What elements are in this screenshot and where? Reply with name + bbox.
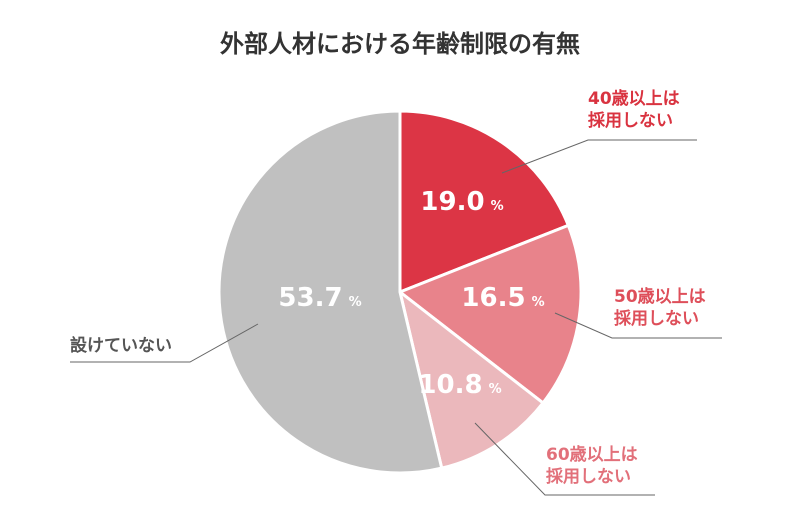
chart-title: 外部人材における年齢制限の有無 (220, 30, 580, 58)
slice-category-line: 採用しない (546, 466, 631, 487)
pie-slice (217, 109, 444, 475)
slice-value-label: 19.0% (420, 187, 503, 217)
slice-value-label: 10.8% (418, 370, 501, 400)
slice-category-line: 60歳以上は (546, 444, 638, 465)
slice-value: 16.5 (461, 283, 525, 313)
slice-value-label: 16.5% (461, 283, 544, 313)
slice-category-line: 採用しない (588, 110, 673, 131)
slice-value: 53.7 (278, 283, 342, 313)
leader-line (70, 323, 259, 363)
slice-category-label: 設けていない (70, 335, 172, 356)
pie-slice (398, 109, 570, 294)
slice-value-label: 53.7% (278, 283, 361, 313)
slice-unit: % (532, 295, 545, 310)
slice-category-label: 40歳以上は採用しない (588, 88, 680, 131)
slice-category-line: 50歳以上は (614, 286, 706, 307)
pie-slice (398, 223, 583, 405)
slice-value: 19.0 (420, 187, 484, 217)
leader-line (554, 312, 722, 339)
pie-slice (398, 290, 545, 470)
slice-unit: % (491, 199, 504, 214)
slice-category-label: 50歳以上は採用しない (614, 286, 706, 329)
slice-category-label: 60歳以上は採用しない (546, 444, 638, 487)
slice-unit: % (489, 382, 502, 397)
slice-category-line: 40歳以上は (588, 88, 680, 109)
leader-line (474, 422, 655, 496)
slice-value: 10.8 (418, 370, 482, 400)
slice-category-line: 設けていない (70, 335, 172, 356)
leader-line (501, 139, 697, 174)
slice-unit: % (349, 295, 362, 310)
slice-category-line: 採用しない (614, 308, 699, 329)
